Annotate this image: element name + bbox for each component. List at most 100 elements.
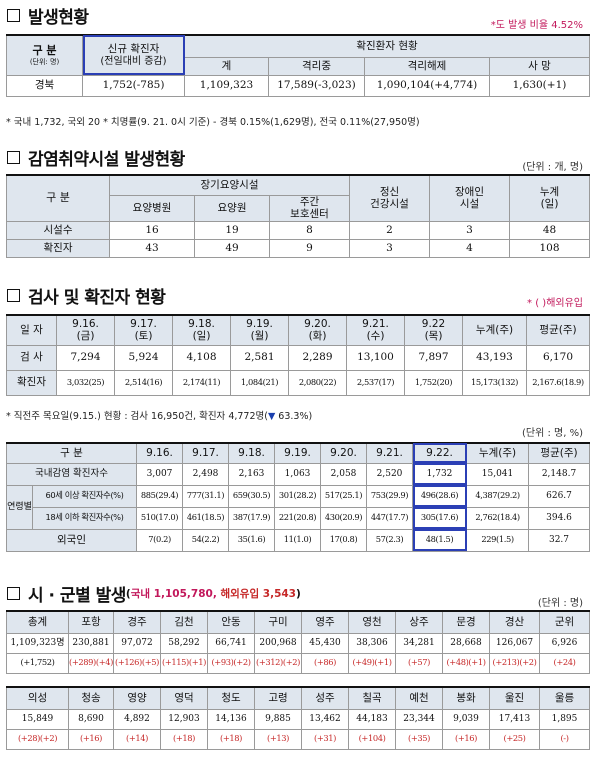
date-header: 9.16. [136,442,184,464]
table-cell: 13,100 [346,344,405,371]
region-header: 영천 [348,610,396,634]
table-cell: 15,849 [6,708,69,730]
header-disabled: 장애인 시설 [429,174,510,222]
delta-cell: (+13) [254,728,302,750]
region-header: 총계 [6,610,69,634]
delta-cell: (+126)(+5) [113,652,161,674]
table-cell: 885(29.4) [136,484,184,508]
table-cell: 4 [429,238,510,258]
overseas-note: * ( )해외유입 [527,298,583,309]
table-cell: 3,032(25) [56,369,115,396]
date-header: 9.18. (일) [172,314,231,346]
table-cell: 7,897 [404,344,463,371]
date-header: 9.21. (수) [346,314,405,346]
date-header: 9.16. (금) [56,314,115,346]
table-cell: 5,924 [114,344,173,371]
table-cell: 9,885 [254,708,302,730]
table-cell: 2,498 [182,462,230,486]
table-cell: 2,080(22) [288,369,347,396]
table-row: 국내감염 확진자수 3,007 2,498 2,163 1,063 2,058 … [5,462,591,486]
date-header: 9.20. [320,442,368,464]
table-cell: 461(18.5) [182,506,230,530]
ratio-note: *도 발생 비율 4.52% [490,20,583,31]
table-cell: 496(28.6) [412,484,468,508]
date-header: 9.22. [412,442,468,464]
table-cell: 4,892 [113,708,161,730]
age-table: 구 분 9.16. 9.17. 9.18. 9.19. 9.20. 9.21. … [5,442,591,552]
date-header: 9.17. [182,442,230,464]
table-cell: 48 [509,220,590,240]
table-cell: 2,289 [288,344,347,371]
table-cell: 2,163 [228,462,276,486]
table-cell: 2,762(18.4) [466,506,530,530]
section-header: 검사 및 확진자 현황 * ( )해외유입 [0,284,593,309]
table-cell: 9 [269,238,350,258]
table-cell: 2,148.7 [528,462,591,486]
delta-cell: (+312)(+2) [254,652,302,674]
facilities-table: 구 분 장기요양시설 정신 건강시설 장애인 시설 누계 (일) 요양병원 요양원 주… [6,174,590,258]
region-header: 울진 [489,686,540,710]
header-isolating: 격리중 [268,56,365,76]
region-header: 봉화 [442,686,490,710]
isolating-cell: 17,589(-3,023) [268,74,365,97]
section-title: 검사 및 확진자 현황 [28,287,166,308]
region-header: 칠곡 [348,686,396,710]
row-label: 외국인 [5,528,138,552]
table-row: 18세 이하 확진자수(%) 510(17.0) 461(18.5) 387(1… [7,506,591,530]
table-cell: 8 [269,220,350,240]
table-cell: 305(17.6) [412,506,468,530]
header-death: 사 망 [489,56,590,76]
table-cell: 1,752(20) [404,369,463,396]
delta-cell: (+48)(+1) [442,652,490,674]
region-header: 문경 [442,610,490,634]
table-cell: 2,058 [320,462,368,486]
region-header: 영덕 [160,686,208,710]
table-cell: 229(1.5) [466,528,530,552]
table-cell: 35(1.6) [228,528,276,552]
delta-cell: (-) [539,728,590,750]
unit-note: (단위 : 명, %) [522,428,583,439]
header-cumulative: 누계 (일) [509,174,590,222]
region-header: 군위 [539,610,590,634]
table-row: 검 사 7,294 5,924 4,108 2,581 2,289 13,100… [6,344,590,371]
delta-cell: (+115)(+1) [160,652,208,674]
table-cell: 9,039 [442,708,490,730]
table-cell: 387(17.9) [228,506,276,530]
region-header: 의성 [6,686,69,710]
section-outbreak-status: 발생현황 *도 발생 비율 4.52% 구 분 (단위: 명) 신규 확진자 (전일… [0,4,593,128]
table-row: 시설수 16 19 8 2 3 48 [6,220,590,240]
table-cell: 3 [349,238,430,258]
table-cell: 15,041 [466,462,530,486]
table-cell: 57(2.3) [366,528,414,552]
header-longterm: 장기요양시설 [109,174,350,196]
table-cell: 3 [429,220,510,240]
section-title: 발생현황 [28,7,89,28]
header-gubun: 구 분 [6,174,110,222]
date-header: 9.22 (목) [404,314,463,346]
region-header: 영주 [301,610,349,634]
table-cell: 6,170 [526,344,590,371]
row-label: 18세 이하 확진자수(%) [31,506,138,530]
table-cell: 510(17.0) [136,506,184,530]
section-tests-confirmed: 검사 및 확진자 현황 * ( )해외유입 일 자 9.16. (금) 9.17.… [0,284,593,422]
delta-cell: (+49)(+1) [348,652,396,674]
header-average: 평균(주) [526,314,590,346]
table-cell: 200,968 [254,632,302,654]
delta-cell: (+57) [395,652,443,674]
region-header: 김천 [160,610,208,634]
table-cell: 32.7 [528,528,591,552]
table-row: 경북 1,752(-785) 1,109,323 17,589(-3,023) … [6,74,590,97]
region-header: 상주 [395,610,443,634]
delta-cell: (+35) [395,728,443,750]
delta-cell: (+18) [160,728,208,750]
table-cell: 2,174(11) [172,369,231,396]
table-cell: 626.7 [528,484,591,508]
table-cell: 19 [194,220,270,240]
table-cell: 1,895 [539,708,590,730]
row-label: 확진자 [6,369,57,396]
delta-cell: (+213)(+2) [489,652,540,674]
unit-note: (단위 : 명) [537,598,583,609]
table-cell: 7(0.2) [136,528,184,552]
row-label: 검 사 [6,344,57,371]
table-cell: 517(25.1) [320,484,368,508]
